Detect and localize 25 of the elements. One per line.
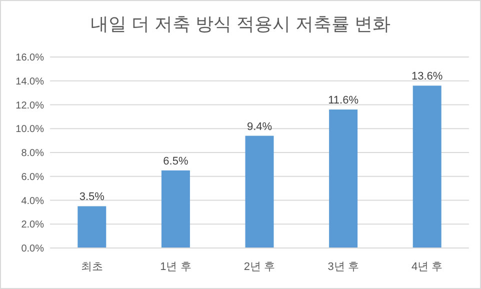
y-tick-label: 6.0% <box>21 172 44 183</box>
y-tick-label: 8.0% <box>21 148 44 159</box>
data-label: 11.6% <box>328 94 359 107</box>
y-tick-label: 4.0% <box>21 196 44 207</box>
x-tick-label: 3년 후 <box>328 261 359 273</box>
x-tick-label: 4년 후 <box>412 261 443 273</box>
data-label: 9.4% <box>246 120 272 133</box>
y-tick-label: 16.0% <box>16 52 44 64</box>
bar <box>161 170 190 248</box>
x-tick-label: 2년 후 <box>244 261 276 273</box>
y-tick-label: 10.0% <box>16 124 44 136</box>
data-label: 6.5% <box>163 155 188 168</box>
y-tick-label: 0.0% <box>21 244 44 254</box>
chart-title: 내일 더 저축 방식 적용시 저축률 변화 <box>90 14 391 34</box>
x-tick-label: 1년 후 <box>160 261 192 273</box>
bar <box>78 206 106 248</box>
data-label: 13.6% <box>412 70 443 83</box>
data-label: 3.5% <box>79 191 105 204</box>
bar <box>412 86 442 248</box>
bar <box>245 136 274 248</box>
bar <box>329 110 358 248</box>
y-tick-label: 14.0% <box>16 76 44 88</box>
y-tick-label: 2.0% <box>21 220 44 231</box>
y-tick-label: 12.0% <box>16 100 44 112</box>
x-tick-label: 최초 <box>80 261 103 273</box>
